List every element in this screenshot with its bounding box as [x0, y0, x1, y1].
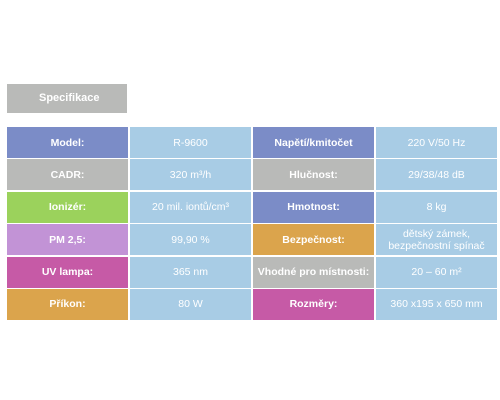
spec-value-safety: dětský zámek, bezpečnostní spínač	[376, 224, 497, 256]
spec-value-cadr: 320 m³/h	[130, 159, 251, 191]
spec-label-voltage: Napětí/kmitočet	[253, 127, 374, 158]
spec-value-weight: 8 kg	[376, 191, 497, 223]
spec-label-weight: Hmotnost:	[253, 191, 374, 223]
spec-value-power: 80 W	[130, 288, 251, 320]
spec-label-uv-lamp: UV lampa:	[7, 256, 128, 288]
spec-value-pm25: 99,90 %	[130, 224, 251, 256]
spec-label-room-size: Vhodné pro místnosti:	[253, 256, 374, 288]
spec-label-safety: Bezpečnost:	[253, 224, 374, 256]
spec-value-safety-line2: bezpečnostní spínač	[388, 239, 485, 252]
spec-label-ionizer: Ionizér:	[7, 191, 128, 223]
specification-table: Model: R-9600 Napětí/kmitočet 220 V/50 H…	[7, 127, 497, 320]
spec-label-model: Model:	[7, 127, 128, 158]
spec-value-dimensions: 360 x195 x 650 mm	[376, 288, 497, 320]
spec-value-ionizer: 20 mil. iontů/cm³	[130, 191, 251, 223]
spec-value-noise: 29/38/48 dB	[376, 159, 497, 191]
spec-label-cadr: CADR:	[7, 159, 128, 191]
spec-label-noise: Hlučnost:	[253, 159, 374, 191]
spec-label-dimensions: Rozměry:	[253, 288, 374, 320]
section-title: Specifikace	[7, 84, 127, 113]
spec-value-uv-lamp: 365 nm	[130, 256, 251, 288]
spec-value-room-size: 20 – 60 m²	[376, 256, 497, 288]
spec-value-voltage: 220 V/50 Hz	[376, 127, 497, 158]
spec-label-pm25: PM 2,5:	[7, 224, 128, 256]
spec-value-model: R-9600	[130, 127, 251, 158]
spec-value-safety-line1: dětský zámek,	[402, 227, 471, 240]
spec-label-power: Příkon:	[7, 288, 128, 320]
